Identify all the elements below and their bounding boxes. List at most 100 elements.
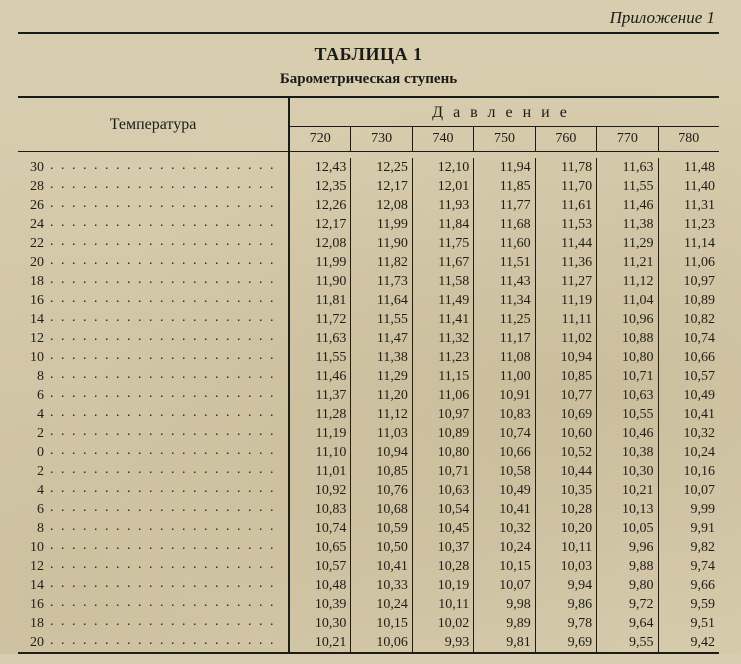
data-cell: 10,49 — [474, 481, 534, 500]
data-cell: 11,27 — [536, 272, 596, 291]
data-cell: 10,77 — [536, 386, 596, 405]
data-cell: 12,08 — [351, 196, 411, 215]
data-column: 11,7811,7011,6111,5311,4411,3611,2711,19… — [536, 158, 597, 652]
data-cell: 9,96 — [597, 538, 657, 557]
data-cell: 10,07 — [659, 481, 719, 500]
data-cell: 10,16 — [659, 462, 719, 481]
data-cell: 11,03 — [351, 424, 411, 443]
data-cell: 9,99 — [659, 500, 719, 519]
data-cell: 10,55 — [597, 405, 657, 424]
temperature-label: 24 — [20, 217, 44, 233]
data-cell: 11,29 — [351, 367, 411, 386]
data-cell: 11,90 — [351, 234, 411, 253]
temperature-label: 0 — [20, 445, 44, 461]
data-cell: 11,81 — [290, 291, 350, 310]
data-cell: 10,85 — [536, 367, 596, 386]
leader-dots — [50, 484, 282, 498]
temperature-label: 8 — [20, 521, 44, 537]
column-header: 770 — [597, 127, 658, 151]
data-cell: 10,15 — [474, 557, 534, 576]
leader-dots — [50, 275, 282, 289]
data-cell: 10,20 — [536, 519, 596, 538]
data-cell: 10,65 — [290, 538, 350, 557]
data-cell: 10,41 — [474, 500, 534, 519]
leader-dots — [50, 408, 282, 422]
temperature-label: 22 — [20, 236, 44, 252]
data-cell: 9,94 — [536, 576, 596, 595]
data-cell: 10,85 — [351, 462, 411, 481]
leader-dots — [50, 351, 282, 365]
leader-dots — [50, 522, 282, 536]
data-cell: 10,11 — [536, 538, 596, 557]
data-cell: 10,50 — [351, 538, 411, 557]
data-cell: 9,89 — [474, 614, 534, 633]
temperature-row: 14 — [18, 576, 288, 595]
temperature-row: 26 — [18, 196, 288, 215]
data-cell: 12,43 — [290, 158, 350, 177]
data-cell: 10,49 — [659, 386, 719, 405]
data-cell: 10,92 — [290, 481, 350, 500]
temperature-label: 14 — [20, 312, 44, 328]
data-cell: 10,45 — [413, 519, 473, 538]
temperature-row: 16 — [18, 595, 288, 614]
data-cell: 10,74 — [290, 519, 350, 538]
data-cell: 10,97 — [413, 405, 473, 424]
data-cell: 10,69 — [536, 405, 596, 424]
leader-dots — [50, 370, 282, 384]
data-cell: 11,46 — [597, 196, 657, 215]
table-title: ТАБЛИЦА 1 — [18, 44, 719, 65]
data-cell: 11,77 — [474, 196, 534, 215]
table-body: 3028262422201816141210864202468101214161… — [18, 152, 719, 652]
data-cell: 11,12 — [597, 272, 657, 291]
temperature-label: 2 — [20, 426, 44, 442]
data-cell: 10,19 — [413, 576, 473, 595]
data-cell: 10,02 — [413, 614, 473, 633]
temperature-row: 12 — [18, 329, 288, 348]
temperature-row: 30 — [18, 158, 288, 177]
data-column: 11,9411,8511,7711,6811,6011,5111,4311,34… — [474, 158, 535, 652]
data-cell: 10,37 — [413, 538, 473, 557]
data-cell: 11,00 — [474, 367, 534, 386]
temperature-row: 2 — [18, 462, 288, 481]
leader-dots — [50, 503, 282, 517]
table-header: Температура Давление 7207307407507607707… — [18, 98, 719, 152]
data-cell: 10,91 — [474, 386, 534, 405]
data-cell: 10,89 — [659, 291, 719, 310]
data-cell: 11,31 — [659, 196, 719, 215]
data-cell: 11,46 — [290, 367, 350, 386]
data-cell: 11,55 — [351, 310, 411, 329]
leader-dots — [50, 218, 282, 232]
data-cell: 11,23 — [413, 348, 473, 367]
leader-dots — [50, 332, 282, 346]
temperature-label: 14 — [20, 578, 44, 594]
temperature-row: 8 — [18, 367, 288, 386]
data-cell: 10,83 — [474, 405, 534, 424]
temperature-label: 10 — [20, 350, 44, 366]
temperature-row: 4 — [18, 481, 288, 500]
data-cell: 11,37 — [290, 386, 350, 405]
data-cell: 11,82 — [351, 253, 411, 272]
data-cell: 11,90 — [290, 272, 350, 291]
data-cell: 10,63 — [413, 481, 473, 500]
data-cell: 11,11 — [536, 310, 596, 329]
data-columns: 12,4312,3512,2612,1712,0811,9911,9011,81… — [290, 152, 719, 652]
data-cell: 11,55 — [597, 177, 657, 196]
data-cell: 10,05 — [597, 519, 657, 538]
data-cell: 10,44 — [536, 462, 596, 481]
temperature-label: 10 — [20, 540, 44, 556]
leader-dots — [50, 446, 282, 460]
leader-dots — [50, 560, 282, 574]
data-cell: 11,15 — [413, 367, 473, 386]
data-cell: 11,40 — [659, 177, 719, 196]
temperature-label: 8 — [20, 369, 44, 385]
data-cell: 11,63 — [290, 329, 350, 348]
data-cell: 11,19 — [290, 424, 350, 443]
data-column: 12,2512,1712,0811,9911,9011,8211,7311,64… — [351, 158, 412, 652]
data-cell: 10,66 — [474, 443, 534, 462]
data-cell: 12,35 — [290, 177, 350, 196]
column-header: 750 — [474, 127, 535, 151]
leader-dots — [50, 617, 282, 631]
data-cell: 9,59 — [659, 595, 719, 614]
data-cell: 10,68 — [351, 500, 411, 519]
data-cell: 10,30 — [597, 462, 657, 481]
